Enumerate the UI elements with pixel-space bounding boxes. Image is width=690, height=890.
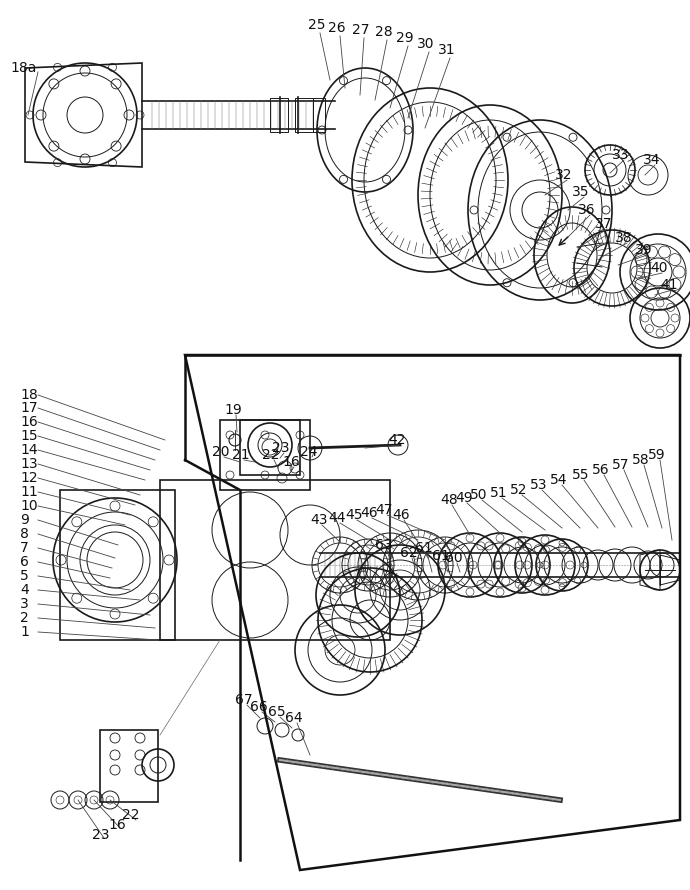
Text: 46: 46 (360, 506, 377, 520)
Text: 29: 29 (396, 31, 413, 45)
Text: 23: 23 (92, 828, 110, 842)
Bar (270, 98, 288, 132)
Text: 54: 54 (550, 473, 567, 487)
Text: 18a: 18a (10, 61, 37, 75)
Text: 16: 16 (108, 818, 126, 832)
Text: 50: 50 (470, 488, 488, 502)
Text: 26: 26 (328, 21, 346, 35)
Text: 22: 22 (122, 808, 139, 822)
Text: 55: 55 (572, 468, 589, 482)
Text: 6: 6 (20, 555, 29, 569)
Text: 24: 24 (300, 445, 317, 459)
Text: 52: 52 (510, 483, 527, 497)
Text: 16: 16 (20, 415, 38, 429)
Text: 21: 21 (232, 448, 250, 462)
Text: 67: 67 (235, 693, 253, 707)
Text: 5: 5 (20, 569, 29, 583)
Text: 40: 40 (650, 261, 667, 275)
Text: 66: 66 (250, 700, 268, 714)
Text: 11: 11 (20, 485, 38, 499)
Text: 47: 47 (375, 503, 393, 517)
Text: 60: 60 (445, 551, 462, 565)
Text: 31: 31 (438, 43, 455, 57)
Text: 61: 61 (432, 549, 450, 563)
Text: 63: 63 (375, 538, 393, 552)
Text: 20: 20 (212, 445, 230, 459)
Text: 30: 30 (417, 37, 435, 51)
Text: 23: 23 (272, 441, 290, 455)
Text: 44: 44 (328, 511, 346, 525)
Text: 8: 8 (20, 527, 29, 541)
Text: 33: 33 (612, 148, 629, 162)
Text: 58: 58 (632, 453, 649, 467)
Text: 48: 48 (440, 493, 457, 507)
Text: 57: 57 (612, 458, 629, 472)
Text: 39: 39 (635, 243, 653, 257)
Text: 32: 32 (555, 168, 573, 182)
Text: 36: 36 (578, 203, 595, 217)
Text: 2: 2 (20, 611, 29, 625)
Text: 49: 49 (455, 491, 473, 505)
Text: 35: 35 (572, 185, 589, 199)
Text: 15: 15 (20, 429, 38, 443)
Text: 7: 7 (20, 541, 29, 555)
Text: 34: 34 (643, 153, 660, 167)
Text: 9: 9 (20, 513, 29, 527)
Text: 17: 17 (20, 401, 38, 415)
Text: 46: 46 (392, 508, 410, 522)
Text: 37: 37 (595, 217, 613, 231)
Text: 38: 38 (615, 231, 633, 245)
Text: 4: 4 (20, 583, 29, 597)
Text: 64: 64 (285, 711, 303, 725)
Text: 27: 27 (352, 23, 370, 37)
Text: 56: 56 (592, 463, 610, 477)
Text: 28: 28 (375, 25, 393, 39)
Text: 19: 19 (224, 403, 241, 417)
Text: 25: 25 (308, 18, 326, 32)
Text: 41: 41 (660, 278, 678, 292)
Text: 43: 43 (310, 513, 328, 527)
Bar (100, 730, 158, 802)
Text: 51: 51 (490, 486, 508, 500)
Text: 59: 59 (648, 448, 666, 462)
Text: 10: 10 (20, 499, 38, 513)
Text: 65: 65 (268, 705, 286, 719)
Text: 42: 42 (388, 433, 406, 447)
Text: 12: 12 (20, 471, 38, 485)
Text: 45: 45 (345, 508, 362, 522)
Bar (313, 98, 325, 132)
Text: 61: 61 (415, 541, 433, 555)
Bar (295, 98, 313, 132)
Text: 22: 22 (262, 448, 279, 462)
Text: 13: 13 (20, 457, 38, 471)
Text: 62: 62 (400, 546, 417, 560)
Text: 53: 53 (530, 478, 547, 492)
Text: 14: 14 (20, 443, 38, 457)
Text: 16: 16 (282, 455, 299, 469)
Text: 1: 1 (20, 625, 29, 639)
Text: 3: 3 (20, 597, 29, 611)
Text: 18: 18 (20, 388, 38, 402)
